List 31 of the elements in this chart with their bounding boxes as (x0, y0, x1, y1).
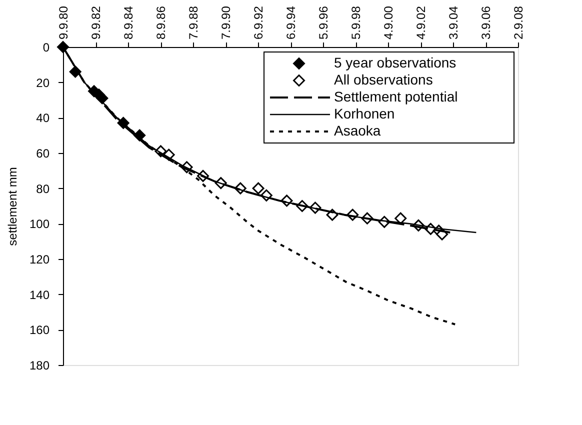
y-tick-label: 160 (29, 323, 50, 338)
y-tick-label: 80 (36, 182, 50, 196)
x-tick-label: 6.9.92 (252, 6, 266, 40)
legend-label: Settlement potential (334, 88, 458, 104)
x-tick-label: 9.9.82 (89, 6, 103, 40)
y-tick-label: 140 (29, 288, 50, 302)
legend-label: Korhonen (334, 106, 395, 122)
x-tick-label: 9.9.80 (56, 6, 70, 40)
x-tick-label: 5.9.96 (316, 6, 330, 40)
x-tick-label: 8.9.84 (122, 6, 136, 40)
x-tick-label: 3.9.06 (479, 6, 493, 40)
x-tick-label: 7.9.88 (186, 6, 200, 40)
x-tick-label: 2.9.08 (512, 6, 526, 40)
legend-label: 5 year observations (334, 54, 456, 70)
x-tick-label: 7.9.90 (219, 6, 233, 40)
x-tick-label: 6.9.94 (284, 6, 298, 40)
y-tick-label: 20 (36, 76, 50, 90)
y-tick-label: 100 (29, 217, 50, 232)
y-tick-label: 40 (36, 111, 50, 126)
legend-label: All observations (334, 72, 433, 88)
legend-label: Asaoka (334, 122, 381, 138)
x-tick-label: 4.9.02 (414, 6, 428, 40)
x-tick-label: 8.9.86 (154, 6, 168, 40)
x-tick-label: 3.9.04 (446, 6, 460, 40)
y-axis-title: settlement mm (5, 167, 20, 246)
y-tick-label: 60 (36, 146, 50, 160)
x-tick-label: 5.9.98 (349, 6, 363, 40)
y-tick-label: 120 (29, 252, 50, 266)
y-tick-label: 0 (42, 40, 50, 54)
y-tick-label: 180 (29, 358, 50, 372)
x-tick-label: 4.9.00 (382, 6, 396, 40)
